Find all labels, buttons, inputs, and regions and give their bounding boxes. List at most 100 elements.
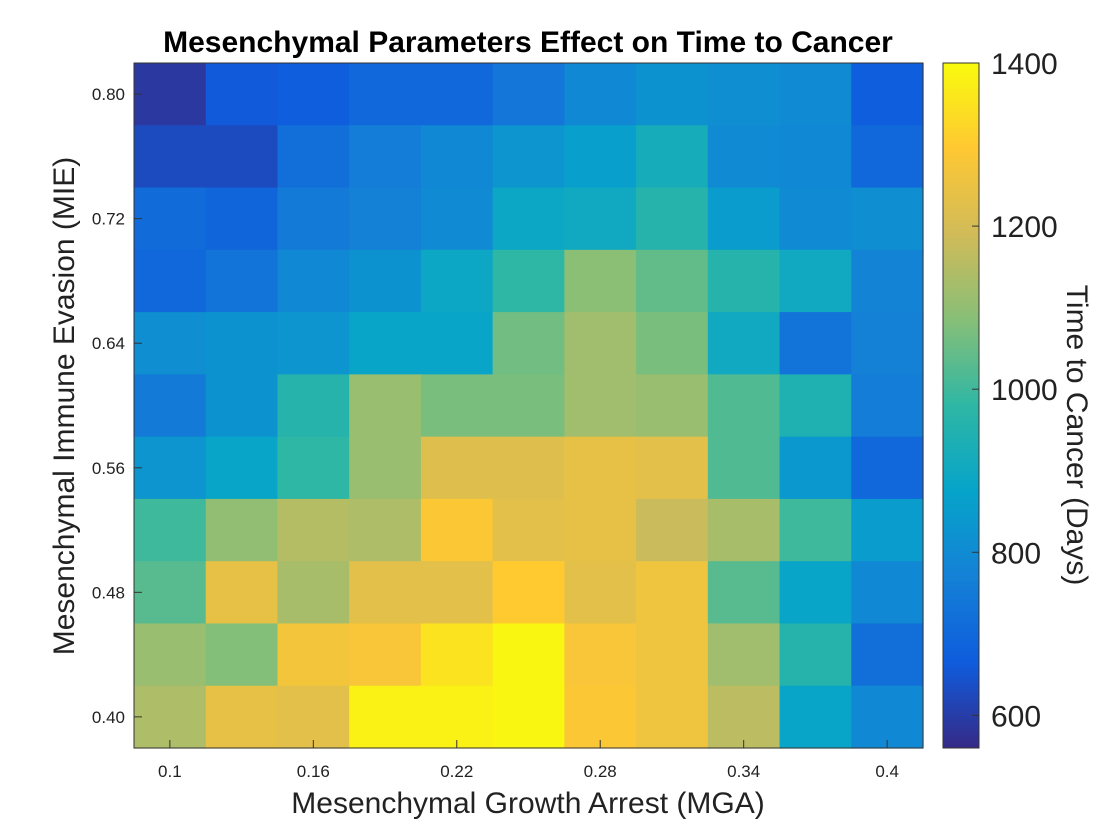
heatmap-cell <box>707 561 781 625</box>
heatmap-cell <box>564 374 637 438</box>
heatmap-cell <box>779 249 852 313</box>
heatmap-cell <box>492 125 565 189</box>
heatmap-cell <box>707 63 781 126</box>
heatmap-cell <box>851 374 924 438</box>
heatmap-cell <box>134 125 207 189</box>
y-tick-label: 0.72 <box>92 210 125 229</box>
colorbar-label: Time to Cancer (Days) <box>1060 285 1093 586</box>
heatmap-cell <box>707 187 781 251</box>
heatmap-cell <box>779 187 852 251</box>
heatmap-cell <box>779 63 852 126</box>
heatmap-cell <box>205 187 279 251</box>
heatmap-cell <box>564 436 637 500</box>
heatmap-cell <box>492 498 565 562</box>
heatmap-cell <box>851 436 924 500</box>
heatmap-cell <box>277 374 350 438</box>
heatmap-cell <box>420 561 494 625</box>
heatmap-cell <box>707 436 781 500</box>
heatmap-cell <box>205 63 279 126</box>
heatmap-cell <box>277 312 350 375</box>
heatmap-cell <box>707 125 781 189</box>
heatmap-cell <box>349 249 422 313</box>
heatmap-cell <box>636 63 709 126</box>
heatmap-cell <box>277 561 350 625</box>
heatmap-cell <box>349 498 422 562</box>
heatmap-cell <box>420 498 494 562</box>
heatmap-cell <box>205 125 279 189</box>
heatmap-cell <box>492 312 565 375</box>
heatmap-cell <box>205 374 279 438</box>
heatmap-cell <box>851 623 924 687</box>
heatmap-cell <box>492 187 565 251</box>
heatmap-cell <box>205 561 279 625</box>
heatmap-cell <box>420 685 494 749</box>
heatmap-cell <box>205 498 279 562</box>
heatmap-cell <box>492 685 565 749</box>
heatmap-cell <box>779 685 852 749</box>
y-tick-label: 0.64 <box>92 334 125 353</box>
x-axis-label: Mesenchymal Growth Arrest (MGA) <box>291 787 764 820</box>
heatmap-cell <box>564 249 637 313</box>
heatmap-cell <box>851 63 924 126</box>
heatmap-cell <box>349 561 422 625</box>
heatmap-cell <box>636 312 709 375</box>
heatmap-cell <box>492 374 565 438</box>
heatmap-cell <box>707 498 781 562</box>
x-tick-label: 0.16 <box>297 762 330 781</box>
heatmap-cell <box>277 623 350 687</box>
heatmap-cell <box>564 187 637 251</box>
heatmap-cell <box>134 63 207 126</box>
plot-frame <box>133 62 924 749</box>
y-tick-label: 0.48 <box>92 583 125 602</box>
heatmap-cell <box>779 374 852 438</box>
heatmap-cell <box>134 436 207 500</box>
heatmap-cell <box>420 374 494 438</box>
colorbar-tick-label: 1400 <box>991 48 1058 81</box>
y-tick-labels: 0.40 0.48 0.56 0.64 0.72 0.80 <box>92 85 142 727</box>
x-tick-label: 0.1 <box>158 762 182 781</box>
heatmap-cell <box>205 436 279 500</box>
colorbar-tick-label: 1200 <box>991 211 1058 244</box>
heatmap-cell <box>636 187 709 251</box>
heatmap-cell <box>636 436 709 500</box>
x-tick-label: 0.4 <box>875 762 899 781</box>
heatmap-cell <box>564 685 637 749</box>
heatmap-cell <box>420 63 494 126</box>
heatmap-cell <box>420 623 494 687</box>
heatmap-cell <box>134 374 207 438</box>
heatmap-cell <box>277 63 350 126</box>
heatmap-cell <box>420 187 494 251</box>
heatmap-cell <box>492 623 565 687</box>
y-tick-label: 0.40 <box>92 708 125 727</box>
heatmap-cell <box>564 63 637 126</box>
x-tick-label: 0.28 <box>584 762 617 781</box>
heatmap-cell <box>205 685 279 749</box>
heatmap-cell <box>134 561 207 625</box>
heatmap-cell <box>779 436 852 500</box>
heatmap-cell <box>277 498 350 562</box>
heatmap-cell <box>349 187 422 251</box>
heatmap-cell <box>707 374 781 438</box>
heatmap-cells <box>134 63 924 749</box>
heatmap-cell <box>779 623 852 687</box>
heatmap-cell <box>349 374 422 438</box>
heatmap-cell <box>492 249 565 313</box>
heatmap-cell <box>564 561 637 625</box>
heatmap-cell <box>277 249 350 313</box>
colorbar-tick-label: 600 <box>991 700 1041 733</box>
heatmap-cell <box>564 312 637 375</box>
heatmap-cell <box>564 623 637 687</box>
y-axis-label: Mesenchymal Immune Evasion (MIE) <box>48 157 81 656</box>
colorbar <box>942 62 980 749</box>
heatmap-cell <box>851 187 924 251</box>
x-tick-label: 0.22 <box>440 762 473 781</box>
heatmap-cell <box>707 623 781 687</box>
heatmap-cell <box>851 498 924 562</box>
y-tick-label: 0.56 <box>92 459 125 478</box>
heatmap-cell <box>851 125 924 189</box>
heatmap-cell <box>707 312 781 375</box>
heatmap-cell <box>349 436 422 500</box>
heatmap-cell <box>205 312 279 375</box>
heatmap-cell <box>277 436 350 500</box>
